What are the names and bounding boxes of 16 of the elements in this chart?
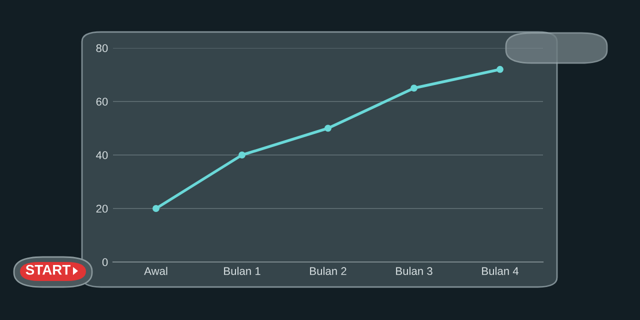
y-tick-label: 80 [96,44,108,52]
x-tick-label: Bulan 3 [396,266,432,276]
point [238,152,246,158]
point [324,124,332,132]
x-tick-label: Bulan 4 [482,266,519,276]
x-tick-label: Bulan 1 [224,266,260,276]
y-tick-label: 40 [96,151,108,160]
text: START [26,264,70,275]
point [152,205,160,212]
y-tick-label: 60 [96,98,108,106]
point [410,84,418,92]
x-tick-label: Bulan 2 [310,266,346,276]
point [496,66,504,73]
y-tick-label: 20 [96,204,108,213]
x-tick-label: Awal [144,266,168,276]
y-tick-label: 0 [102,258,108,266]
